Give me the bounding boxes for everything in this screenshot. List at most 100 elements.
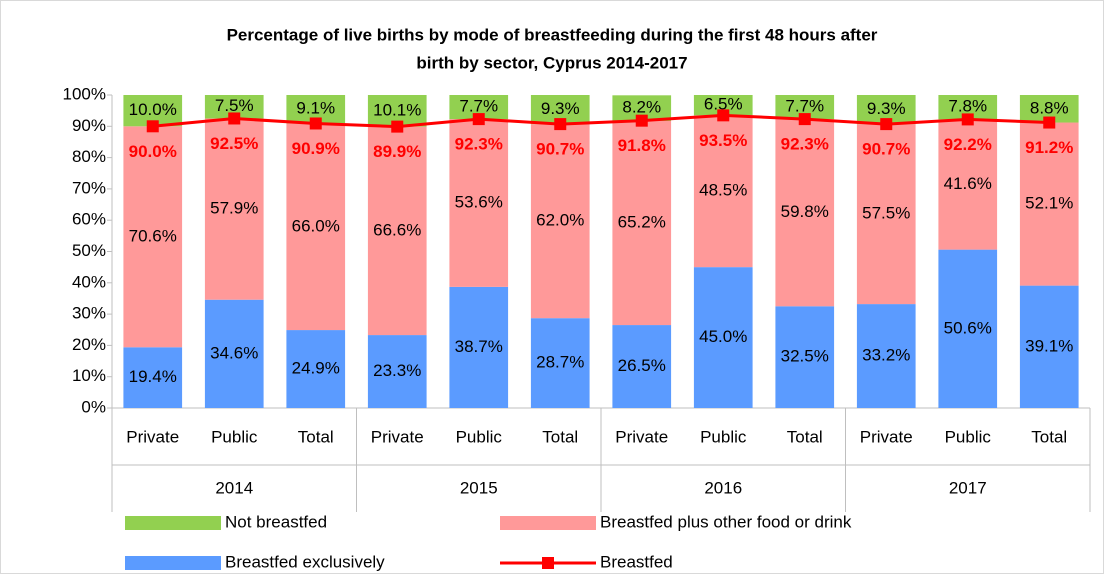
y-tick-label: 70%	[72, 178, 106, 197]
data-label: 8.2%	[622, 98, 661, 117]
data-label: 24.9%	[292, 359, 340, 378]
line-marker	[880, 118, 893, 131]
group-label: 2014	[215, 478, 253, 497]
bar-segment	[612, 120, 672, 326]
bar-segment	[1019, 285, 1079, 408]
bar-segment	[367, 335, 427, 408]
data-label: 10.1%	[373, 100, 421, 119]
data-label: 33.2%	[862, 346, 910, 365]
bar-segment	[204, 299, 264, 408]
data-label: 9.3%	[867, 99, 906, 118]
bar-segment	[286, 123, 346, 331]
line	[152, 113, 1050, 129]
data-label: 50.6%	[944, 318, 992, 337]
x-tick-label: Total	[298, 427, 334, 446]
x-tick-label: Public	[700, 427, 747, 446]
x-tick-label: Total	[787, 427, 823, 446]
x-tick-label: Total	[1031, 427, 1067, 446]
data-label: 7.8%	[948, 97, 987, 116]
line-label: 92.2%	[944, 135, 992, 154]
legend-swatch	[125, 516, 221, 530]
data-label: 52.1%	[1025, 194, 1073, 213]
bar-segment	[123, 347, 183, 408]
data-label: 62.0%	[536, 211, 584, 230]
line-marker	[1043, 116, 1056, 129]
bar-segment	[449, 286, 509, 408]
line-marker	[961, 113, 974, 126]
bar-segment	[612, 325, 672, 408]
bar-segment	[530, 318, 590, 408]
data-label: 53.6%	[455, 192, 503, 211]
chart-title: birth by sector, Cyprus 2014-2017	[416, 53, 687, 72]
legend-label: Breastfed	[600, 552, 673, 571]
bar-segment	[1019, 122, 1079, 286]
line-label: 90.0%	[129, 142, 177, 161]
data-label: 59.8%	[781, 202, 829, 221]
line-marker	[472, 113, 485, 126]
legend-swatch	[500, 516, 596, 530]
chart-title: Percentage of live births by mode of bre…	[227, 25, 878, 44]
line-marker	[554, 118, 567, 131]
line-label: 92.3%	[781, 135, 829, 154]
data-label: 7.7%	[459, 97, 498, 116]
line-label: 92.3%	[455, 135, 503, 154]
data-label: 65.2%	[618, 213, 666, 232]
x-tick-label: Private	[371, 427, 424, 446]
data-label: 28.7%	[536, 353, 584, 372]
x-tick-label: Public	[211, 427, 258, 446]
y-tick-label: 50%	[72, 241, 106, 260]
y-tick-label: 20%	[72, 335, 106, 354]
data-label: 7.7%	[785, 97, 824, 116]
x-tick-label: Private	[860, 427, 913, 446]
line-label: 92.5%	[210, 134, 258, 153]
bar-segment	[449, 119, 509, 287]
y-tick-label: 100%	[63, 84, 106, 103]
bar-segment	[693, 95, 753, 116]
bar-segment	[693, 115, 753, 268]
data-label: 57.5%	[862, 204, 910, 223]
line-marker	[146, 120, 159, 133]
x-tick-label: Public	[456, 427, 503, 446]
x-tick-label: Private	[126, 427, 179, 446]
data-label: 38.7%	[455, 337, 503, 356]
data-label: 48.5%	[699, 181, 747, 200]
data-label: 7.5%	[215, 96, 254, 115]
bar-segment	[856, 304, 916, 408]
data-label: 26.5%	[618, 356, 666, 375]
line-label: 90.7%	[862, 140, 910, 159]
bar-segment	[856, 124, 916, 305]
bar-segment	[286, 330, 346, 408]
line-marker	[798, 113, 811, 126]
bar-segment	[693, 267, 753, 408]
data-label: 19.4%	[129, 367, 177, 386]
legend-label: Breastfed plus other food or drink	[600, 512, 852, 531]
data-label: 39.1%	[1025, 336, 1073, 355]
data-label: 9.1%	[296, 99, 335, 118]
bar-segment	[938, 249, 998, 408]
bar-segment	[530, 124, 590, 319]
line-label: 90.9%	[292, 139, 340, 158]
data-label: 66.0%	[292, 216, 340, 235]
y-tick-label: 60%	[72, 210, 106, 229]
data-label: 66.6%	[373, 220, 421, 239]
legend-swatch	[542, 557, 554, 569]
line-marker	[309, 117, 322, 130]
data-label: 32.5%	[781, 347, 829, 366]
legend-label: Not breastfed	[225, 512, 327, 531]
bar-segment	[123, 126, 183, 348]
x-tick-label: Total	[542, 427, 578, 446]
bar-segment	[204, 95, 264, 119]
line-label: 93.5%	[699, 131, 747, 150]
line-marker	[228, 112, 241, 125]
legend-label: Breastfed exclusively	[225, 552, 385, 571]
data-label: 41.6%	[944, 174, 992, 193]
bar-segment	[204, 118, 264, 300]
line-label: 89.9%	[373, 142, 421, 161]
bar-segment	[775, 119, 835, 307]
bar-segment	[938, 119, 998, 250]
line-label: 91.2%	[1025, 138, 1073, 157]
x-tick-label: Private	[615, 427, 668, 446]
line-label: 90.7%	[536, 140, 584, 159]
data-label: 10.0%	[129, 100, 177, 119]
